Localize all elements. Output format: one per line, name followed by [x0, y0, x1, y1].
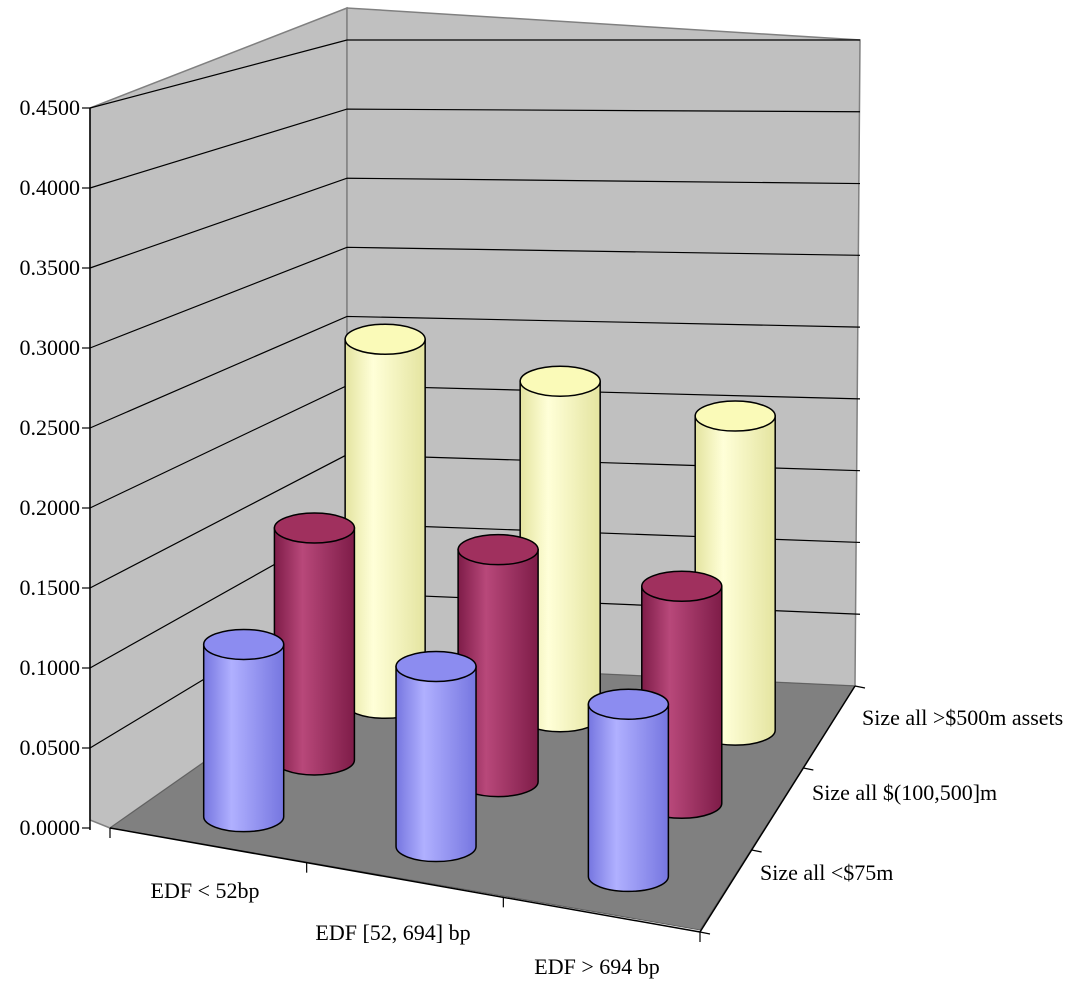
cylinder-top [519, 365, 601, 397]
cylinder-top [587, 688, 670, 720]
gridlines [89, 39, 861, 749]
y-tick-label: 0.3500 [20, 255, 81, 280]
y-tick-label: 0.2500 [20, 415, 81, 440]
y-tick-label: 0.1500 [20, 575, 81, 600]
bar-1-0 [273, 512, 356, 776]
y-axis-ticks: 0.0000 0.0500 0.1000 0.1500 0.2000 0.2500 0.30… [20, 95, 90, 840]
gridline [89, 177, 861, 269]
bars [202, 323, 776, 893]
x-category-label: EDF > 694 bp [534, 954, 659, 979]
axes [89, 108, 866, 942]
gridline [89, 315, 861, 429]
cylinder-top [202, 628, 285, 661]
gridline [89, 39, 860, 109]
bar-0-0 [202, 628, 285, 833]
y-tick-label: 0.1000 [20, 655, 81, 680]
cylinder-body [587, 703, 670, 893]
x-category-label: EDF < 52bp [151, 878, 260, 903]
y-tick-label: 0.0500 [20, 735, 81, 760]
y-tick-label: 0.4000 [20, 175, 81, 200]
bar-1-1 [457, 533, 539, 798]
cylinder-body [395, 665, 477, 863]
series-label: Size all $(100,500]m [812, 780, 997, 805]
cylinder-top [457, 533, 539, 566]
y-tick-label: 0.4500 [20, 95, 81, 120]
x-axis-line [109, 827, 701, 933]
gridline [89, 108, 861, 189]
cylinder-body [202, 643, 285, 833]
cylinder-top [395, 650, 477, 683]
depth-tick-mark [854, 685, 866, 689]
bar-0-2 [587, 688, 670, 893]
y-tick-label: 0.2000 [20, 495, 81, 520]
series-label: Size all <$75m [760, 860, 893, 885]
cylinder-body [273, 527, 356, 776]
y-tick-label: 0.0000 [20, 815, 81, 840]
cylinder-top [344, 323, 426, 356]
cylinder-top [641, 570, 723, 603]
cylinder-top [694, 400, 776, 432]
cylinder-top [273, 512, 356, 544]
gridline [89, 246, 861, 349]
depth-tick-mark [751, 849, 762, 853]
depth-tick-mark [699, 931, 711, 935]
y-tick-label: 0.3000 [20, 335, 81, 360]
depth-axis-line [699, 685, 856, 933]
series-axis-labels: Size all <$75m Size all $(100,500]m Size a… [760, 705, 1063, 885]
x-axis-labels: EDF < 52bp EDF [52, 694] bp EDF > 694 bp [151, 878, 660, 979]
x-category-label: EDF [52, 694] bp [315, 920, 470, 945]
series-label: Size all >$500m assets [862, 705, 1063, 730]
bar-0-1 [395, 650, 477, 863]
depth-tick-mark [803, 767, 814, 771]
